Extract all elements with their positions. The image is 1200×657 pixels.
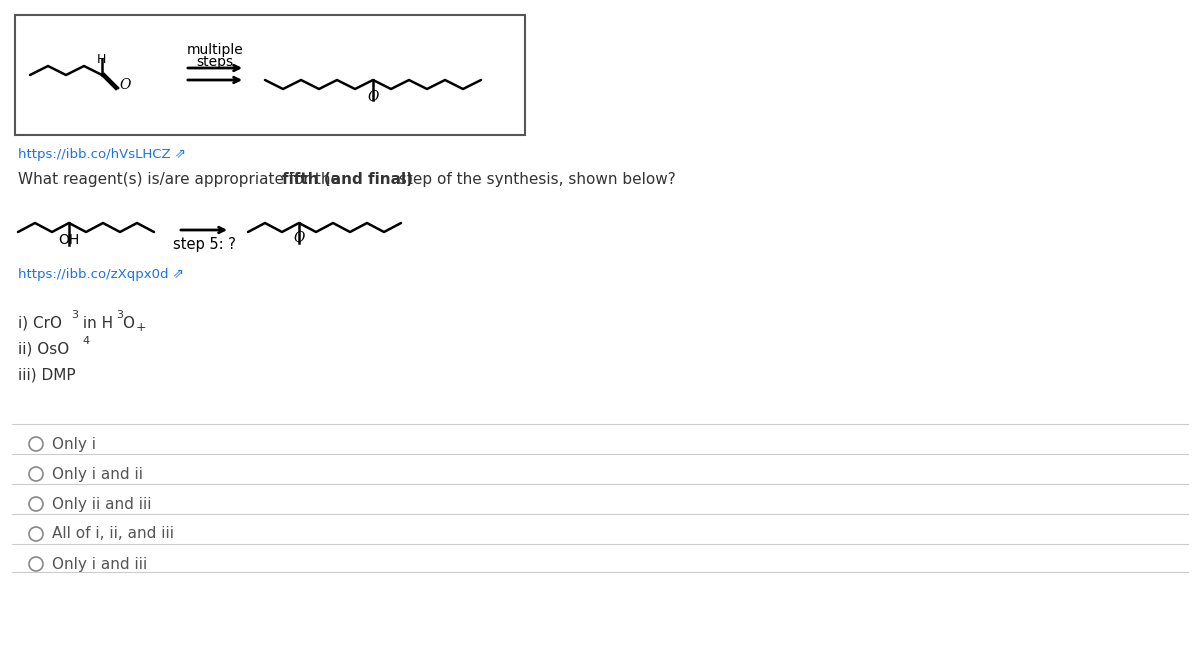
Text: O: O bbox=[122, 316, 134, 331]
Text: +: + bbox=[136, 321, 146, 334]
Text: Only ii and iii: Only ii and iii bbox=[52, 497, 151, 512]
Text: Only i: Only i bbox=[52, 436, 96, 451]
Text: H: H bbox=[96, 53, 106, 66]
Text: ii) OsO: ii) OsO bbox=[18, 342, 70, 357]
Text: 4: 4 bbox=[82, 336, 89, 346]
Text: fifth (and final): fifth (and final) bbox=[282, 172, 414, 187]
Text: Only i and ii: Only i and ii bbox=[52, 466, 143, 482]
Text: O: O bbox=[293, 231, 305, 245]
Text: All of i, ii, and iii: All of i, ii, and iii bbox=[52, 526, 174, 541]
Text: OH: OH bbox=[59, 233, 79, 247]
Text: iii) DMP: iii) DMP bbox=[18, 368, 76, 383]
Text: step 5: ?: step 5: ? bbox=[173, 237, 235, 252]
Text: i) CrO: i) CrO bbox=[18, 316, 62, 331]
Text: multiple: multiple bbox=[187, 43, 244, 57]
Text: What reagent(s) is/are appropriate for the: What reagent(s) is/are appropriate for t… bbox=[18, 172, 344, 187]
Text: steps: steps bbox=[197, 55, 234, 69]
Text: O: O bbox=[367, 90, 379, 104]
Text: 3: 3 bbox=[71, 310, 78, 320]
Text: O: O bbox=[119, 78, 131, 92]
Text: 3: 3 bbox=[116, 310, 124, 320]
Text: step of the synthesis, shown below?: step of the synthesis, shown below? bbox=[394, 172, 676, 187]
Text: https://ibb.co/zXqpx0d ⇗: https://ibb.co/zXqpx0d ⇗ bbox=[18, 268, 184, 281]
Text: Only i and iii: Only i and iii bbox=[52, 556, 148, 572]
FancyBboxPatch shape bbox=[14, 15, 526, 135]
Text: https://ibb.co/hVsLHCZ ⇗: https://ibb.co/hVsLHCZ ⇗ bbox=[18, 148, 186, 161]
Text: in H: in H bbox=[78, 316, 113, 331]
